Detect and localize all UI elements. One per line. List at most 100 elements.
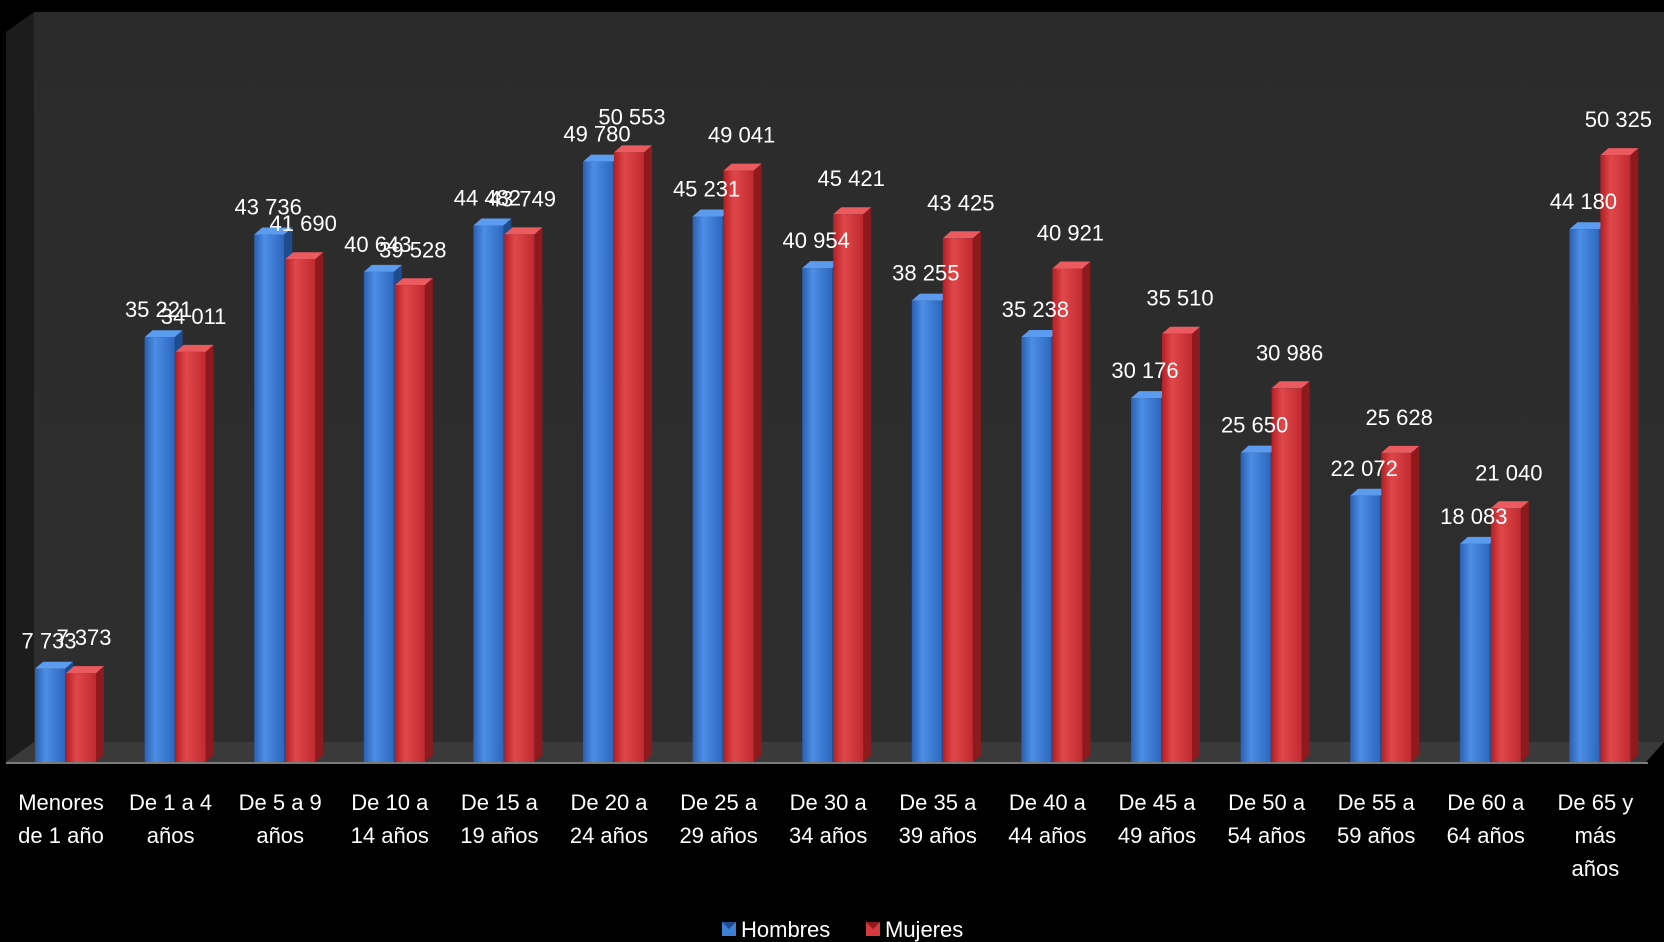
bar-front [833, 214, 864, 763]
bar-front [1021, 337, 1052, 762]
data-label-mujeres-9: 40 921 [1037, 220, 1104, 245]
x-tick-label-2: De 5 a 9 años [239, 790, 322, 848]
bar-top [1240, 445, 1279, 453]
x-tick-label-8: De 35 a 39 años [899, 790, 977, 848]
x-tick-label-4: De 15 a 19 años [460, 790, 538, 848]
data-label-hombres-9: 35 238 [1002, 297, 1069, 322]
data-label-hombres-0: 7 733 [21, 629, 76, 654]
bar-front [1271, 388, 1302, 762]
bar-side [1411, 445, 1420, 762]
bar-front [473, 225, 504, 763]
x-tick-label-line: De 15 a [461, 790, 539, 815]
bar-top [66, 666, 104, 674]
x-tick-label-14: De 65 y más años [1557, 790, 1633, 881]
data-label-mujeres-4: 43 749 [489, 186, 556, 211]
bar-mujeres-13 [1490, 501, 1529, 762]
bar-side [315, 252, 324, 762]
data-label-hombres-7: 40 954 [783, 228, 850, 253]
bar-side [1630, 148, 1639, 762]
bar-front [1600, 155, 1631, 762]
bar-top [175, 344, 214, 352]
bar-mujeres-4 [504, 227, 543, 762]
bar-side [753, 163, 762, 762]
data-label-hombres-13: 18 083 [1440, 504, 1507, 529]
bar-front [583, 161, 613, 762]
bar-top [833, 207, 872, 215]
data-label-mujeres-12: 25 628 [1366, 405, 1433, 430]
x-tick-label-1: De 1 a 4 años [129, 790, 212, 848]
bar-mujeres-11 [1271, 381, 1310, 762]
bar-side [863, 207, 872, 763]
bar-top [692, 209, 731, 217]
data-label-hombres-12: 22 072 [1331, 456, 1398, 481]
bar-front [614, 152, 644, 763]
x-tick-label-line: 59 años [1337, 823, 1415, 848]
bar-top [723, 163, 762, 171]
bar-front [1459, 543, 1490, 762]
bar-front [35, 668, 65, 762]
x-tick-label-line: 49 años [1118, 823, 1196, 848]
data-label-hombres-11: 25 650 [1221, 413, 1288, 438]
x-tick-label-line: De 55 a [1338, 790, 1416, 815]
bar-front [144, 337, 175, 762]
x-tick-label-line: Menores [18, 790, 104, 815]
bar-top [394, 278, 433, 286]
bar-side [205, 344, 214, 762]
bar-side [96, 666, 104, 762]
bar-mujeres-0 [66, 666, 104, 762]
x-tick-label-line: De 50 a [1228, 790, 1306, 815]
bar-mujeres-1 [175, 344, 214, 762]
data-label-mujeres-10: 35 510 [1146, 286, 1213, 311]
data-label-hombres-5: 49 780 [563, 122, 630, 147]
x-tick-label-3: De 10 a 14 años [351, 790, 429, 848]
legend-swatch-shade [722, 922, 736, 929]
x-tick-label-line: De 1 a 4 [129, 790, 212, 815]
bar-mujeres-10 [1162, 326, 1200, 762]
bar-front [1240, 452, 1271, 762]
data-label-hombres-1: 35 221 [125, 297, 192, 322]
bar-mujeres-9 [1052, 261, 1091, 762]
x-tick-label-9: De 40 a 44 años [1008, 790, 1086, 848]
x-tick-label-13: De 60 a 64 años [1447, 790, 1525, 848]
bar-front [1131, 398, 1161, 762]
bar-front [504, 234, 535, 762]
bar-mujeres-5 [614, 145, 652, 763]
data-label-mujeres-11: 30 986 [1256, 340, 1323, 365]
legend-swatch-shade [866, 922, 880, 929]
x-tick-label-line: De 35 a [899, 790, 977, 815]
data-label-hombres-10: 30 176 [1111, 358, 1178, 383]
bar-top [1569, 222, 1608, 230]
bar-top [1131, 391, 1169, 399]
bar-side [1301, 381, 1310, 762]
x-tick-label-line: De 65 y [1557, 790, 1633, 815]
x-tick-label-line: De 25 a [680, 790, 758, 815]
data-label-mujeres-14: 50 325 [1585, 107, 1652, 132]
bar-top [1271, 381, 1310, 389]
bar-mujeres-3 [394, 278, 433, 762]
bar-top [802, 261, 841, 269]
bar-side [972, 231, 981, 762]
bar-top [614, 145, 652, 153]
bar-mujeres-7 [833, 207, 872, 763]
x-tick-label-0: Menores de 1 año [18, 790, 104, 848]
legend-label-mujeres: Mujeres [885, 917, 963, 942]
x-tick-label-line: De 20 a [570, 790, 648, 815]
bar-front [363, 271, 394, 762]
data-label-mujeres-2: 41 690 [270, 211, 337, 236]
x-tick-label-5: De 20 a 24 años [570, 790, 648, 848]
bar-mujeres-12 [1381, 445, 1420, 762]
data-label-hombres-3: 40 643 [344, 232, 411, 257]
bar-top [583, 154, 621, 162]
legend: Hombres Mujeres [722, 917, 963, 942]
chart-side-wall [6, 12, 34, 762]
bar-front [692, 216, 723, 762]
bar-top [1459, 536, 1498, 544]
bar-top [473, 218, 512, 226]
legend-item-hombres: Hombres [722, 917, 830, 942]
bar-front [66, 673, 96, 762]
data-label-hombres-2: 43 736 [235, 195, 302, 220]
bar-top [1021, 330, 1060, 338]
data-label-hombres-4: 44 482 [454, 186, 521, 211]
data-label-mujeres-5: 50 553 [598, 104, 665, 129]
